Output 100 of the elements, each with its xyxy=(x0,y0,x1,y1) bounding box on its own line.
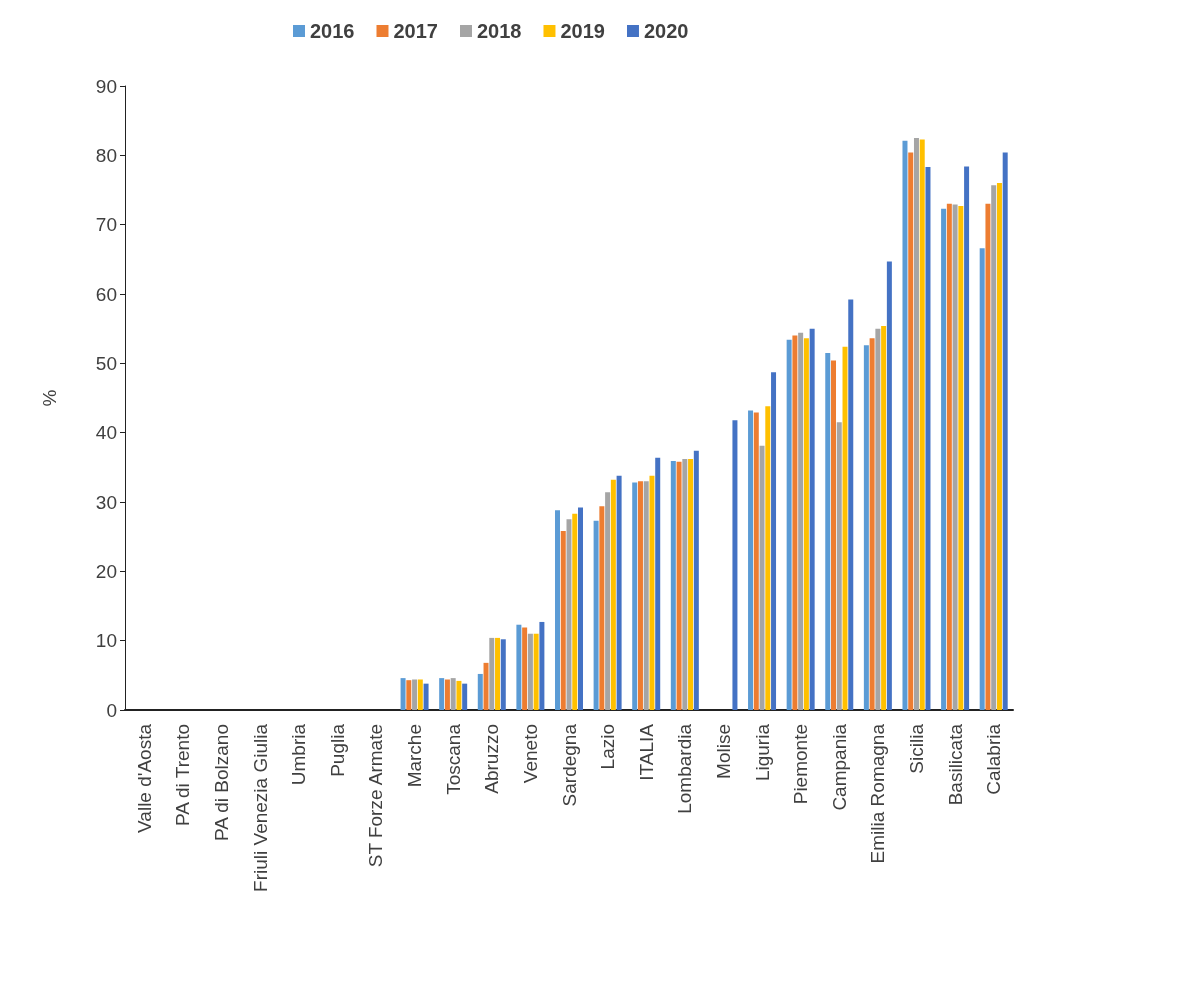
legend-label: 2019 xyxy=(560,20,605,42)
bar xyxy=(616,475,622,710)
bar xyxy=(610,479,616,710)
x-tick-label: Campania xyxy=(828,723,850,811)
bar xyxy=(996,183,1002,710)
bar xyxy=(1002,152,1008,710)
bar xyxy=(495,637,501,710)
bar xyxy=(732,420,738,710)
bar xyxy=(522,627,528,710)
y-tick-label: 0 xyxy=(106,699,117,721)
bar xyxy=(649,475,655,710)
bar xyxy=(964,166,970,710)
bar xyxy=(748,410,754,710)
bar xyxy=(952,204,958,710)
x-tick-label: ST Forze Armate xyxy=(365,724,387,868)
x-tick-label: PA di Trento xyxy=(172,724,194,827)
x-tick-label: PA di Bolzano xyxy=(211,724,233,841)
bar xyxy=(842,346,848,710)
bar xyxy=(450,678,456,710)
y-tick-label: 40 xyxy=(95,422,117,444)
y-tick-label: 90 xyxy=(95,75,117,97)
x-tick-label: Lazio xyxy=(597,724,619,770)
bar xyxy=(925,167,931,710)
bar xyxy=(786,339,792,710)
legend-label: 2017 xyxy=(393,20,438,42)
bar xyxy=(765,406,771,710)
bar xyxy=(516,624,522,710)
bar xyxy=(489,637,495,710)
bar xyxy=(423,683,429,710)
bar xyxy=(693,450,699,710)
bar xyxy=(979,248,985,710)
bar xyxy=(863,345,869,710)
bar xyxy=(875,328,881,710)
x-tick-label: Friuli Venezia Giulia xyxy=(249,723,271,892)
x-tick-label: Valle d'Aosta xyxy=(133,723,155,833)
bar xyxy=(578,507,583,710)
bar xyxy=(444,679,450,710)
bar xyxy=(771,372,777,710)
x-tick-label: Lombardia xyxy=(674,723,696,814)
bar xyxy=(836,422,842,710)
x-tick-label: Sardegna xyxy=(558,723,580,807)
x-tick-label: Emilia Romagna xyxy=(867,723,889,864)
bar xyxy=(456,680,462,710)
bar xyxy=(400,678,406,710)
bar xyxy=(643,481,649,710)
bar xyxy=(946,203,952,710)
bar xyxy=(500,639,506,710)
legend-label: 2018 xyxy=(476,20,522,42)
bar xyxy=(759,445,765,710)
bar xyxy=(803,338,809,710)
x-tick-label: Toscana xyxy=(442,723,464,795)
bar xyxy=(798,332,804,710)
bar xyxy=(881,325,887,710)
bar xyxy=(753,412,759,710)
x-tick-label: Veneto xyxy=(519,724,541,784)
x-tick-label: Piemonte xyxy=(790,724,812,805)
bar xyxy=(655,457,661,710)
bar xyxy=(825,352,831,710)
bar xyxy=(958,205,964,710)
y-tick-label: 30 xyxy=(95,491,117,513)
y-tick-label: 60 xyxy=(95,283,117,305)
bar xyxy=(566,519,572,710)
bar xyxy=(462,683,468,710)
bar xyxy=(902,140,908,710)
bar xyxy=(848,299,854,710)
bar xyxy=(831,360,837,710)
y-tick-label: 20 xyxy=(95,560,117,582)
y-tick-label: 70 xyxy=(95,214,117,236)
bar xyxy=(527,633,533,710)
bar xyxy=(670,461,676,710)
bar xyxy=(477,673,483,710)
bar xyxy=(792,335,798,710)
bar xyxy=(985,203,991,710)
x-tick-label: Umbria xyxy=(288,723,310,786)
x-tick-label: ITALIA xyxy=(635,723,657,781)
bar xyxy=(483,662,489,710)
y-tick-label: 80 xyxy=(95,144,117,166)
bar xyxy=(593,520,599,710)
x-tick-label: Calabria xyxy=(983,723,1005,795)
bar xyxy=(991,185,997,710)
bar xyxy=(809,328,815,710)
x-tick-label: Liguria xyxy=(751,723,773,782)
bar xyxy=(572,513,578,710)
bar xyxy=(605,492,611,710)
bar xyxy=(439,678,445,710)
bar xyxy=(599,506,605,710)
legend-label: 2016 xyxy=(310,20,355,42)
bar xyxy=(886,261,892,710)
bar xyxy=(869,338,875,710)
bar xyxy=(676,461,682,710)
bar xyxy=(417,679,423,710)
x-tick-label: Basilicata xyxy=(944,723,966,806)
bar xyxy=(560,531,566,710)
bar xyxy=(412,679,418,710)
bar xyxy=(406,680,412,710)
x-tick-label: Puglia xyxy=(326,723,348,777)
bar xyxy=(539,621,545,710)
y-tick-label: 50 xyxy=(95,352,117,374)
bar xyxy=(682,459,688,710)
y-axis-title: % xyxy=(39,389,60,407)
